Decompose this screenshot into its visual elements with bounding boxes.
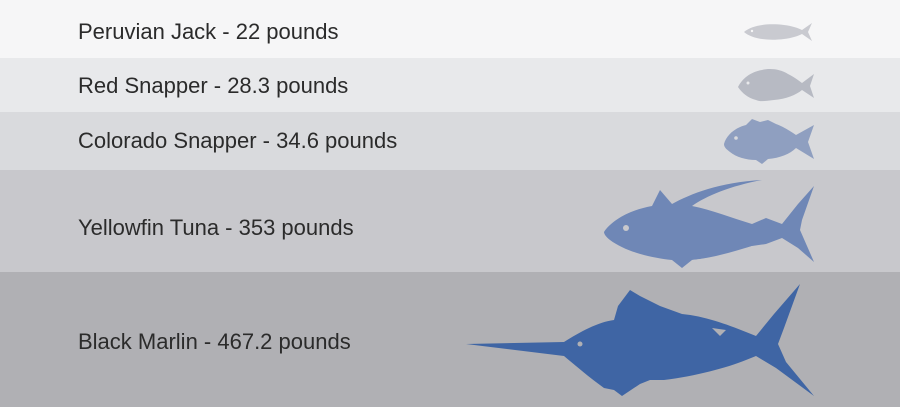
jack-fish-icon bbox=[744, 23, 812, 41]
row-colorado-snapper: Colorado Snapper - 34.6 pounds bbox=[0, 112, 900, 170]
row-label: Red Snapper - 28.3 pounds bbox=[78, 73, 349, 98]
marlin-fish-icon bbox=[466, 284, 814, 396]
tuna-fish-icon bbox=[604, 180, 814, 268]
snapper-fish-icon bbox=[738, 69, 814, 102]
row-label: Peruvian Jack - 22 pounds bbox=[78, 19, 339, 44]
row-label: Yellowfin Tuna - 353 pounds bbox=[78, 215, 354, 240]
row-label: Colorado Snapper - 34.6 pounds bbox=[78, 128, 398, 153]
row-label: Black Marlin - 467.2 pounds bbox=[78, 329, 351, 354]
row-yellowfin-tuna: Yellowfin Tuna - 353 pounds bbox=[0, 170, 900, 272]
row-red-snapper: Red Snapper - 28.3 pounds bbox=[0, 58, 900, 112]
row-black-marlin: Black Marlin - 467.2 pounds bbox=[0, 272, 900, 407]
grouper-fish-icon bbox=[724, 119, 814, 164]
row-peruvian-jack: Peruvian Jack - 22 pounds bbox=[0, 0, 900, 58]
